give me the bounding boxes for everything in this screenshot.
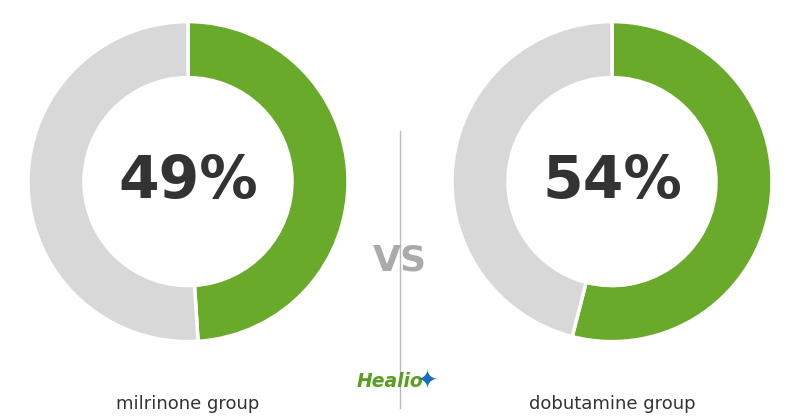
Text: VS: VS (373, 244, 427, 278)
Text: dobutamine group: dobutamine group (529, 395, 695, 413)
Text: Healio: Healio (356, 372, 423, 391)
Wedge shape (452, 21, 612, 336)
Wedge shape (188, 21, 348, 341)
Text: 49%: 49% (118, 153, 258, 210)
Text: in patients with cardiogenic shock: in patients with cardiogenic shock (198, 77, 602, 97)
Wedge shape (28, 21, 198, 341)
Text: 54%: 54% (542, 153, 682, 210)
Text: ✦: ✦ (417, 370, 438, 394)
Text: milrinone group: milrinone group (116, 395, 260, 413)
Wedge shape (572, 21, 772, 341)
Text: Serious in-hospital adverse clinical outcomes: Serious in-hospital adverse clinical out… (133, 34, 667, 54)
